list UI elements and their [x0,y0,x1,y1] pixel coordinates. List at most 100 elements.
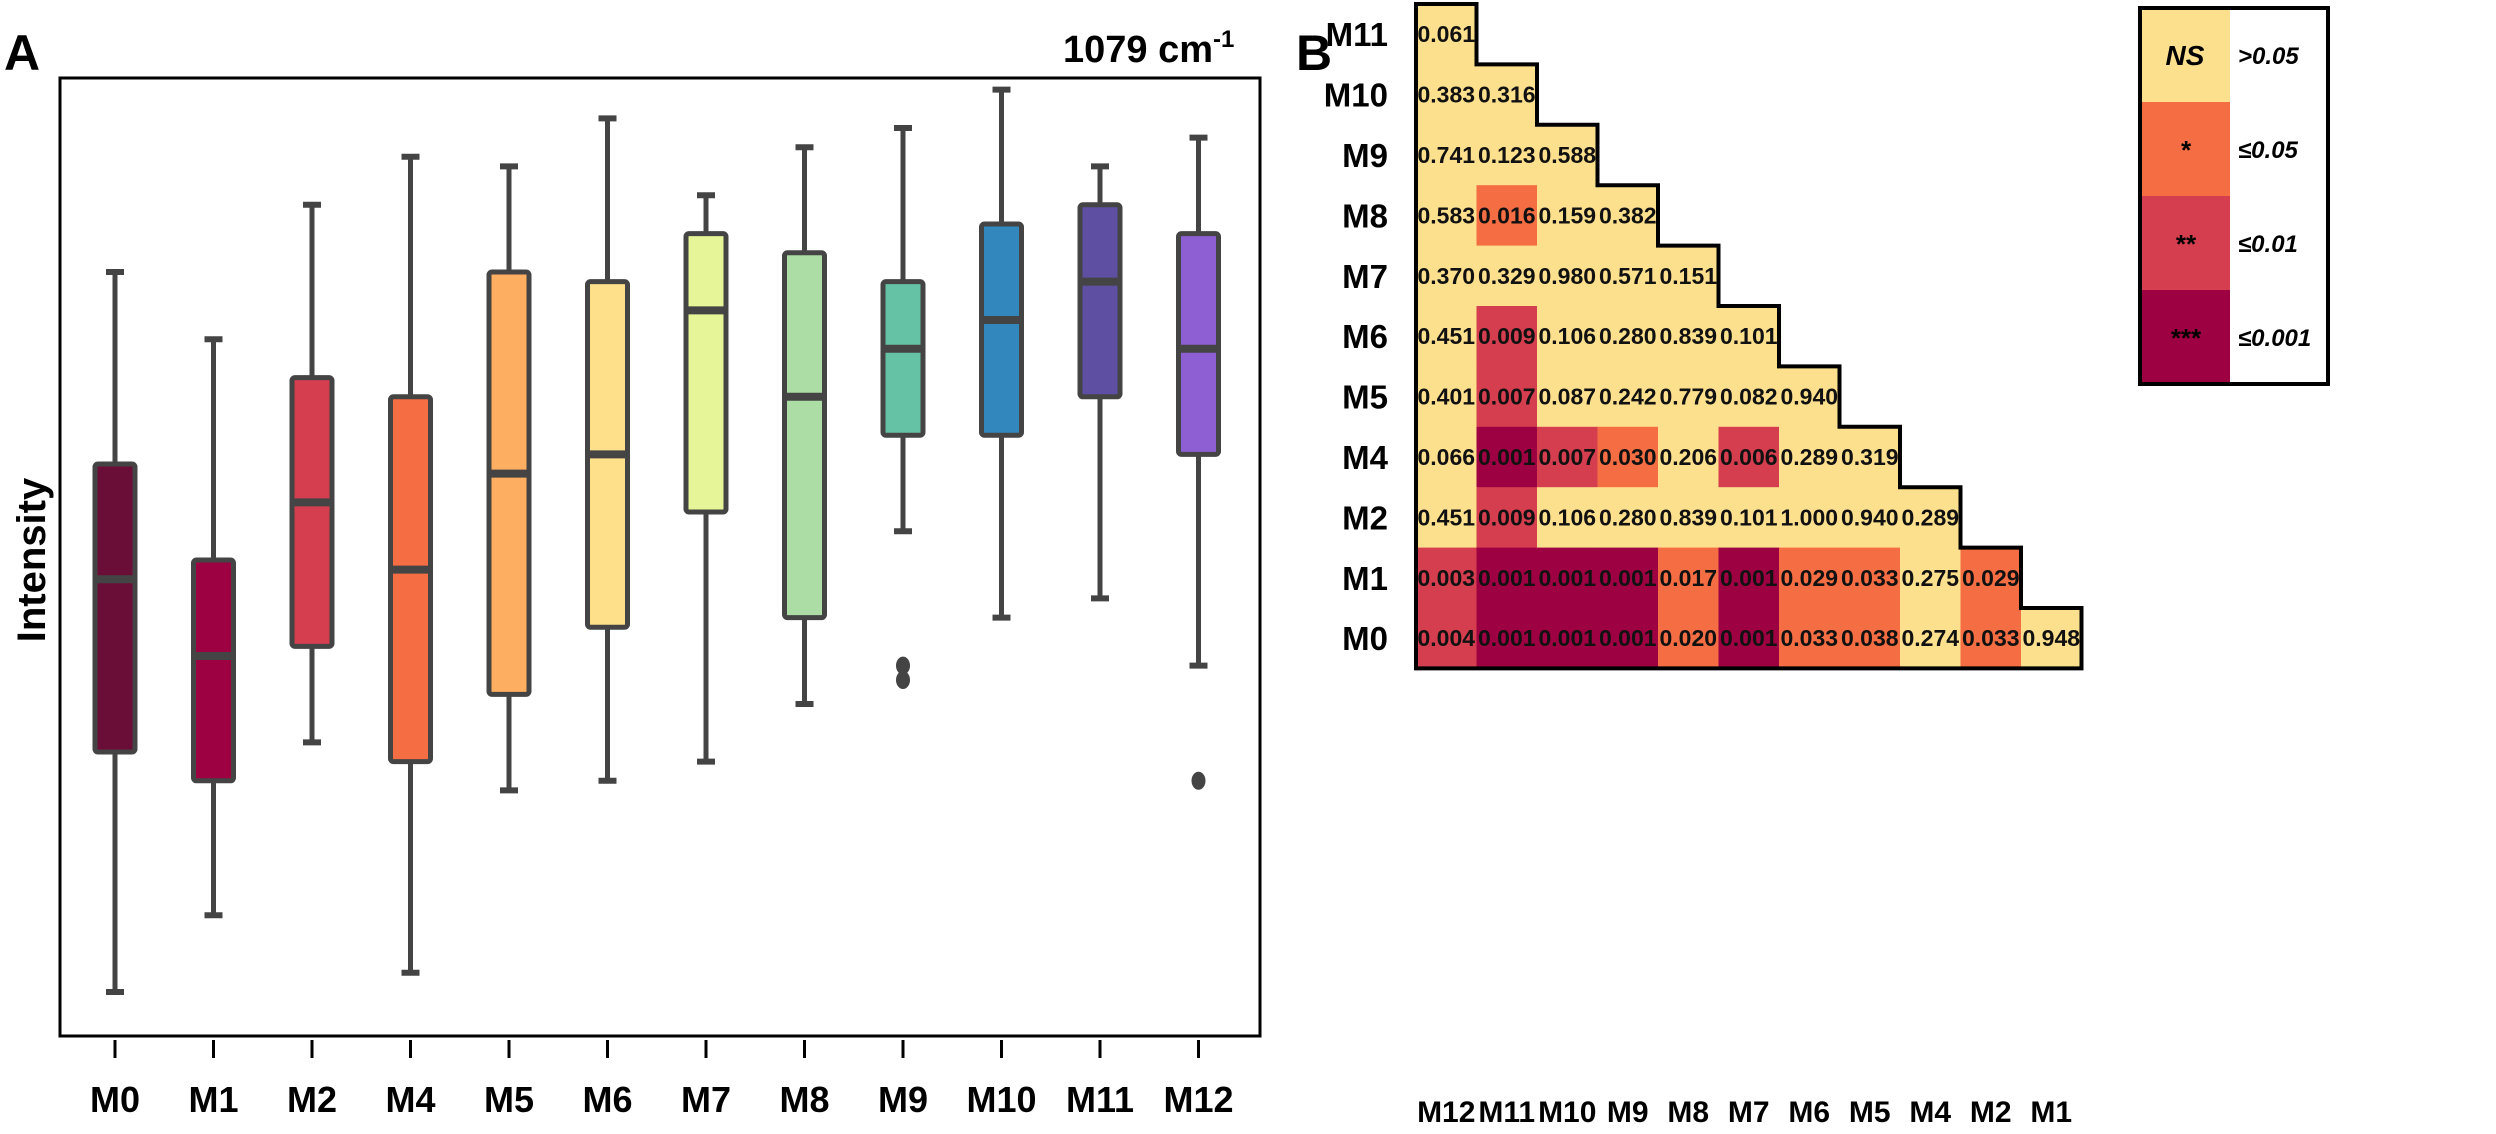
heatmap-cell-value: 0.004 [1417,625,1475,651]
heatmap-cell [1416,4,1478,65]
heatmap-cell-value: 0.401 [1417,384,1475,410]
heatmap-row-label: M8 [1342,197,1388,234]
x-tick-label: M9 [878,1079,928,1120]
legend-symbol: * [2180,135,2192,165]
heatmap-cell [1839,487,1901,549]
box-m8 [782,250,827,621]
heatmap-cell [1779,426,1841,488]
heatmap-cell [1476,547,1538,609]
box-m0 [92,461,138,755]
heatmap-col-label: M6 [1788,1096,1830,1129]
heatmap-cell-value: 0.370 [1417,263,1475,289]
heatmap-col-label: M7 [1728,1096,1770,1129]
heatmap-cell [1416,547,1478,609]
panel-a-title-text: 1079 cm [1063,29,1213,71]
legend-label: ≤0.05 [2238,137,2299,164]
heatmap-cell-value: 0.206 [1659,444,1717,470]
heatmap-cell-value: 0.319 [1841,444,1899,470]
heatmap-cell [1779,547,1841,609]
heatmap-cell-value: 0.101 [1720,504,1778,530]
heatmap-cell [1537,124,1599,186]
heatmap-cell-value: 0.242 [1599,384,1657,410]
heatmap-cell [1416,185,1478,247]
heatmap-cell [1597,366,1659,428]
heatmap-cell [1658,426,1720,488]
heatmap-row-label: M7 [1342,258,1388,295]
heatmap-cell-value: 0.289 [1780,444,1838,470]
heatmap-cell-value: 0.001 [1478,625,1536,651]
heatmap-cell-value: 0.003 [1417,565,1475,591]
heatmap-cell-value: 0.289 [1901,504,1959,530]
heatmap-cell-value: 0.030 [1599,444,1657,470]
box-m2 [289,375,335,649]
heatmap-cell-value: 0.839 [1659,323,1717,349]
heatmap-cell [1597,245,1659,307]
heatmap-cell-value: 0.382 [1599,202,1657,228]
heatmap-cell-value: 0.029 [1780,565,1838,591]
heatmap-cell [1476,306,1538,367]
heatmap-cell-value: 0.007 [1538,444,1596,470]
heatmap-cell-value: 0.329 [1478,263,1536,289]
panel-a-plot-frame [58,76,1262,1038]
heatmap-col-label: M9 [1607,1096,1649,1129]
heatmap-row-label: M2 [1342,499,1388,536]
heatmap-cell-value: 0.940 [1841,504,1899,530]
heatmap-row-label: M1 [1342,560,1388,597]
panel-a-ylabel: Intensity [10,477,54,642]
heatmap-cell-value: 0.948 [2022,625,2080,651]
heatmap-cell [1779,487,1841,549]
x-tick-label: M4 [385,1079,435,1120]
heatmap-cell-value: 0.001 [1720,625,1778,651]
heatmap-cell [1597,608,1659,669]
heatmap-cell [1779,608,1841,669]
heatmap-cell [1658,245,1720,307]
heatmap-cell [1476,64,1538,126]
heatmap-cell-value: 0.741 [1417,142,1475,168]
heatmap-cell [1658,547,1720,609]
heatmap-row-label: M0 [1342,620,1388,657]
heatmap-row-label: M9 [1342,137,1388,174]
x-tick-label: M1 [188,1079,238,1120]
heatmap-col-label: M5 [1849,1096,1891,1129]
heatmap-cell [1416,306,1478,367]
heatmap-col-label: M8 [1667,1096,1709,1129]
heatmap-cell-value: 0.001 [1478,565,1536,591]
heatmap-cell-value: 0.588 [1538,142,1596,168]
heatmap-cell-value: 0.009 [1478,323,1536,349]
heatmap-cell-value: 0.280 [1599,323,1657,349]
heatmap-cell [1779,366,1841,428]
heatmap-cell [1839,608,1901,669]
heatmap-col-label: M2 [1970,1096,2012,1129]
heatmap-row-label: M10 [1324,77,1388,114]
heatmap-row-label: M11 [1326,16,1388,53]
heatmap-cell-value: 0.087 [1538,384,1596,410]
heatmap-cell-value: 0.007 [1478,384,1536,410]
heatmap-cell-value: 0.151 [1659,263,1717,289]
heatmap-cell-value: 0.383 [1417,82,1475,108]
legend-swatch [2140,8,2230,102]
heatmap-col-label: M10 [1538,1096,1596,1129]
heatmap-cell [1718,487,1780,549]
box-m5 [486,269,532,697]
heatmap-cell-value: 0.106 [1538,504,1596,530]
panel-b-label: B [1296,25,1332,81]
heatmap-cell-value: 0.106 [1538,323,1596,349]
heatmap-cell [1416,487,1478,549]
box-outlier [896,671,910,689]
heatmap-cell [1476,245,1538,307]
x-tick-label: M12 [1163,1079,1233,1120]
panel-a-title-superscript: -1 [1213,26,1234,53]
heatmap-cell-value: 0.101 [1720,323,1778,349]
heatmap-cell [1597,487,1659,549]
box-outlier [896,656,910,675]
heatmap-cell [1718,306,1780,367]
heatmap-cell-value: 0.033 [1962,625,2020,651]
panel-a-label: A [4,25,40,81]
heatmap-cell [1476,487,1538,549]
x-tick-label: M2 [287,1079,337,1120]
legend-frame [2138,6,2330,386]
heatmap-cell-value: 0.316 [1478,82,1536,108]
heatmap-cell [1537,366,1599,428]
legend-symbol: NS [2166,40,2205,71]
